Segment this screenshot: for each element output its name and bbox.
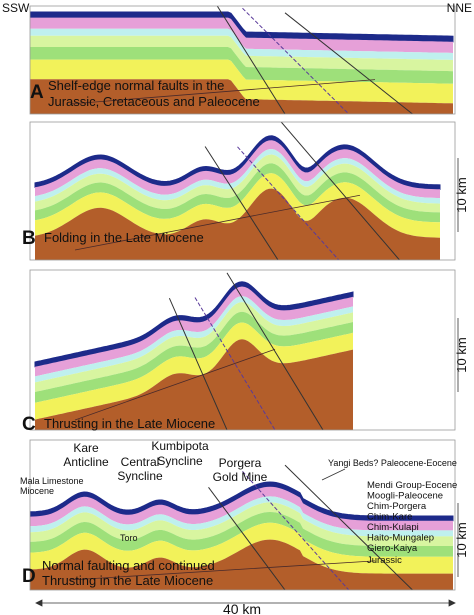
fault: [69, 79, 376, 105]
panel-caption: Shelf-edge normal faults in the: [48, 78, 224, 93]
legend-entry: Haito-Mungalep: [367, 533, 434, 544]
rock-layer: [35, 140, 440, 199]
rock-layer: [30, 486, 453, 531]
pointer: [321, 468, 346, 481]
annotation: Yangi Beds? Paleocene-Eocene: [328, 458, 457, 468]
rock-layer: [30, 539, 453, 590]
fault: [69, 560, 376, 581]
direction-right: NNE: [447, 1, 472, 15]
panel-caption: Folding in the Late Miocene: [44, 230, 204, 245]
fault: [216, 6, 286, 114]
annotation: Miocene: [20, 486, 54, 496]
direction-left: SSW: [2, 1, 30, 15]
legend-entry: Mendi Group-Eocene: [367, 480, 457, 491]
fault: [208, 487, 286, 590]
rock-layer: [35, 311, 353, 403]
fault: [194, 297, 276, 430]
rock-layer: [30, 79, 453, 114]
annotation: Mala Limestone: [20, 476, 84, 486]
frame: [29, 439, 456, 591]
rock-layer: [35, 163, 440, 223]
rock-layer: [35, 149, 440, 204]
legend-entry: Chim-Kare: [367, 512, 412, 523]
panel-letter: C: [22, 414, 36, 435]
fault: [284, 12, 413, 114]
panel-letter: D: [22, 566, 36, 587]
fault: [226, 272, 324, 430]
legend: Mendi Group-EoceneMoogli-PaleoceneChim-P…: [367, 480, 457, 566]
frame: [29, 269, 456, 431]
rock-layer: [35, 286, 353, 377]
rock-layer: [30, 59, 453, 104]
panel-caption: Thrusting in the Late Miocene: [44, 416, 215, 431]
horizontal-scale: 40 km: [223, 601, 261, 615]
section: [34, 272, 354, 430]
rock-layer: [35, 296, 353, 383]
fault: [237, 146, 340, 260]
rock-layer: [35, 188, 440, 260]
frames: [29, 5, 456, 591]
panel-caption: Jurassic, Cretaceous and Paleocene: [48, 94, 260, 109]
rock-layer: [35, 302, 353, 392]
annotation: Toro: [120, 533, 138, 543]
annotation: Porgera: [219, 456, 262, 470]
fault: [242, 7, 350, 114]
fault: [284, 464, 413, 590]
annotation: Central: [121, 455, 160, 469]
section: [34, 122, 441, 260]
panel-caption: Thrusting in the Late Miocene: [42, 573, 213, 588]
panel-letter: B: [22, 228, 36, 249]
section: [30, 6, 454, 114]
annotation: Syncline: [157, 454, 203, 468]
fault: [74, 348, 276, 421]
section: [30, 464, 454, 590]
panel-letter: A: [30, 82, 44, 103]
fault: [280, 122, 400, 260]
fault: [168, 297, 228, 430]
rock-layer: [35, 154, 440, 213]
annotation: Anticline: [63, 455, 109, 469]
legend-entry: Giero-Kaiya: [367, 543, 418, 554]
vertical-scale: 10 km: [454, 522, 469, 557]
frame: [29, 5, 456, 115]
sections: [30, 6, 454, 590]
scale-bars: [35, 158, 459, 607]
panel-caption: Normal faulting and continued: [42, 558, 215, 573]
rock-layer: [35, 339, 353, 430]
rock-layer: [30, 47, 453, 84]
fault: [242, 471, 350, 590]
annotation: Kare: [73, 441, 99, 455]
rock-layer: [30, 17, 453, 54]
rock-layer: [35, 322, 353, 420]
rock-layer: [30, 502, 453, 546]
frame: [29, 121, 456, 261]
fault: [74, 194, 361, 251]
legend-entry: Chim-Kulapi: [367, 522, 419, 533]
annotation: Kumbipota: [151, 439, 209, 453]
fault: [204, 146, 279, 260]
legend-entry: Moogli-Paleocene: [367, 491, 443, 502]
legend-entry: Jurassic: [367, 555, 402, 566]
annotation: Syncline: [117, 469, 163, 483]
arrow-heads: [35, 599, 456, 607]
rock-layer: [30, 512, 453, 557]
rock-layer: [30, 522, 453, 574]
vertical-scale: 10 km: [454, 337, 469, 372]
rock-layer: [30, 496, 453, 537]
legend-entry: Chim-Porgera: [367, 501, 427, 512]
annotation: Gold Mine: [213, 470, 268, 484]
vertical-scale: 10 km: [454, 177, 469, 212]
